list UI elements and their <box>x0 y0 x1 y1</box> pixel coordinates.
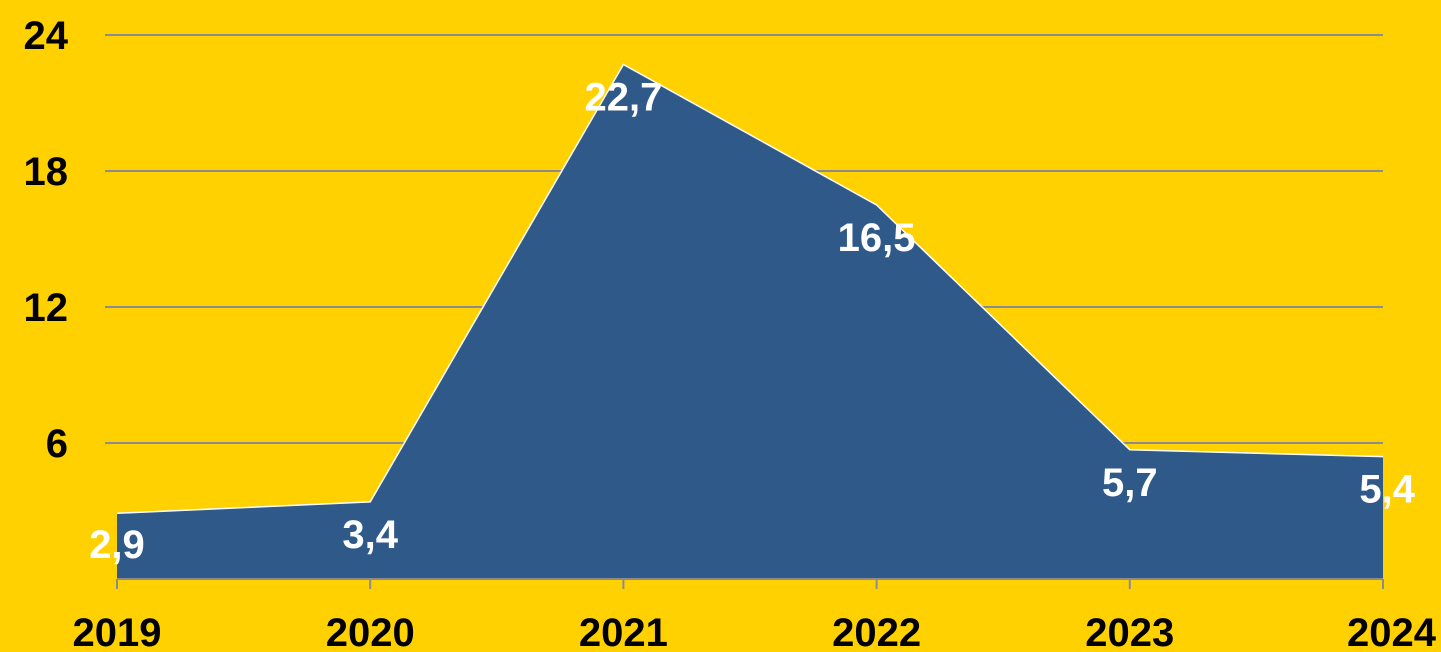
data-label-2019: 2,9 <box>89 523 145 567</box>
area-edge-line <box>116 63 1384 515</box>
data-labels: 2,9 3,4 22,7 16,5 5,7 5,4 <box>89 75 1416 567</box>
x-axis <box>116 578 1384 589</box>
y-tick-label: 24 <box>24 14 69 58</box>
area-fill <box>117 64 1383 579</box>
data-label-2024: 5,4 <box>1359 468 1415 512</box>
x-tick-label: 2022 <box>832 611 921 652</box>
x-tick-label: 2023 <box>1085 611 1174 652</box>
y-tick-labels: 6 12 18 24 <box>24 14 69 466</box>
data-label-2022: 16,5 <box>838 216 916 260</box>
data-label-2023: 5,7 <box>1102 461 1158 505</box>
area-series <box>116 63 1384 579</box>
x-tick-label: 2019 <box>73 611 162 652</box>
y-tick-label: 6 <box>46 422 68 466</box>
y-tick-label: 18 <box>24 150 69 194</box>
data-label-2020: 3,4 <box>342 513 398 557</box>
x-tick-label: 2021 <box>579 611 668 652</box>
x-tick-label: 2024 <box>1347 611 1437 652</box>
x-tick-labels: 2019 2020 2021 2022 2023 2024 <box>73 611 1437 652</box>
y-tick-label: 12 <box>24 286 69 330</box>
x-tick-label: 2020 <box>326 611 415 652</box>
data-label-2021: 22,7 <box>584 75 662 119</box>
